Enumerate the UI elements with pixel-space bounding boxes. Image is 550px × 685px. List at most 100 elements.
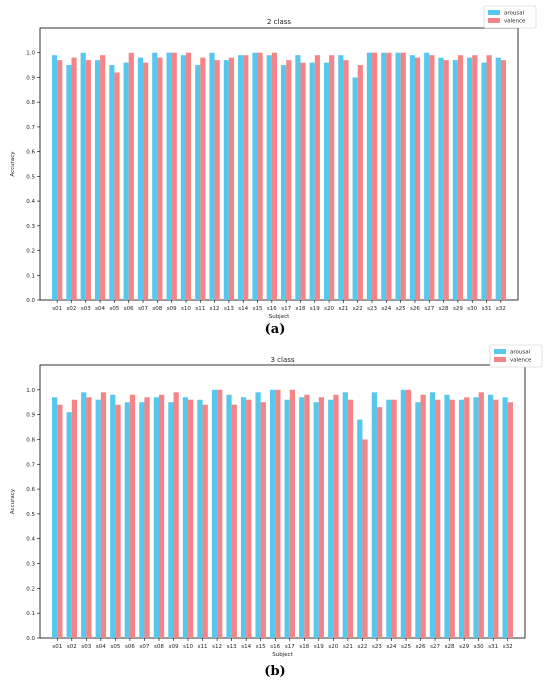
x-tick-label: s05: [110, 644, 120, 650]
x-tick-label: s18: [296, 306, 306, 312]
y-axis-label: Accuracy: [10, 151, 16, 177]
bar-arousal-s05: [109, 65, 115, 300]
x-tick-label: s10: [181, 306, 191, 312]
bar-arousal-s25: [400, 389, 407, 638]
x-tick-label: s19: [310, 306, 320, 312]
bar-valence-s32: [500, 60, 506, 301]
chart-panel-a: 2 class 0.0 0.1 0.2 0.3 0.4 0.5 0.6 0.7 0.8 0.9 1.0…: [10, 5, 537, 320]
bar-valence-s08: [157, 57, 163, 300]
bar-valence-s12: [214, 60, 220, 301]
legend-box: [483, 5, 537, 29]
bar-arousal-s09: [166, 52, 172, 301]
x-tick-label: s04: [96, 644, 106, 650]
y-tick-label: 0.7: [26, 462, 35, 468]
x-tick-label: s24: [381, 306, 391, 312]
x-tick-label: s31: [482, 306, 492, 312]
x-tick-label: s12: [210, 306, 220, 312]
x-tick-label: s20: [324, 306, 334, 312]
bar-arousal-s25: [395, 52, 401, 301]
bar-valence-s16: [275, 389, 281, 638]
chart-title: 3 class: [270, 356, 294, 364]
y-tick-label: 0.8: [26, 100, 35, 106]
y-tick-label: 0.7: [26, 125, 35, 131]
y-tick-label: 0.2: [26, 249, 35, 255]
y-axis-label: Accuracy: [10, 488, 16, 514]
bar-arousal-s28: [444, 394, 450, 638]
x-tick-label: s22: [357, 644, 367, 650]
x-tick-label: s01: [52, 644, 62, 650]
bar-arousal-s17: [281, 65, 287, 300]
legend-label-arousal: arousal: [510, 350, 531, 356]
bar-valence-s17: [289, 389, 295, 638]
bar-arousal-s30: [467, 57, 473, 300]
bar-arousal-s19: [309, 62, 315, 301]
bar-valence-s06: [129, 394, 136, 638]
x-tick-label: s12: [212, 644, 222, 650]
x-tick-label: s19: [314, 644, 324, 650]
bar-arousal-s13: [226, 394, 232, 638]
bar-valence-s09: [173, 392, 179, 638]
bar-arousal-s26: [415, 402, 421, 638]
y-tick-label: 0.1: [26, 273, 35, 279]
y-tick-label: 0.6: [26, 150, 35, 156]
bar-valence-s02: [71, 57, 77, 300]
x-tick-label: s29: [459, 644, 469, 650]
x-tick-label: s08: [154, 644, 164, 650]
bar-arousal-s10: [182, 397, 189, 638]
x-tick-label: s21: [338, 306, 348, 312]
bar-arousal-s31: [481, 62, 487, 301]
x-tick-label: s10: [183, 644, 193, 650]
bar-arousal-s24: [386, 399, 392, 638]
x-tick-label: s17: [285, 644, 295, 650]
x-tick-label: s28: [445, 644, 455, 650]
bar-arousal-s08: [152, 52, 158, 301]
x-tick-label: s06: [125, 644, 135, 650]
bar-valence-s13: [228, 57, 235, 300]
bar-valence-s07: [144, 397, 150, 638]
bar-valence-s04: [100, 55, 106, 301]
bar-valence-s23: [372, 52, 378, 301]
x-axis-label: Subject: [269, 314, 290, 320]
x-tick-label: s16: [267, 306, 277, 312]
y-tick-label: 0.6: [26, 487, 35, 493]
x-tick-label: s02: [67, 306, 77, 312]
bar-arousal-s16: [266, 55, 272, 301]
bar-valence-s01: [57, 60, 63, 301]
plot-frame: [39, 27, 519, 301]
bar-valence-s25: [400, 52, 406, 301]
bar-arousal-s29: [458, 399, 465, 638]
bar-arousal-s06: [123, 62, 129, 301]
x-tick-label: s15: [256, 644, 266, 650]
plot-frame: [39, 364, 526, 639]
x-tick-label: s21: [343, 644, 353, 650]
bar-arousal-s15: [255, 392, 261, 638]
x-tick-label: s25: [396, 306, 406, 312]
caption-b-text: (b): [264, 664, 286, 679]
x-tick-label: s28: [439, 306, 449, 312]
bar-arousal-s09: [168, 402, 174, 638]
x-axis-label: Subject: [272, 652, 293, 658]
bar-valence-s23: [376, 407, 383, 638]
bar-arousal-s32: [495, 57, 501, 300]
bar-valence-s15: [257, 52, 263, 301]
bar-valence-s21: [347, 399, 354, 638]
x-tick-label: s26: [410, 306, 420, 312]
bar-valence-s21: [343, 60, 349, 301]
x-tick-label: s01: [52, 306, 62, 312]
bar-arousal-s03: [80, 52, 86, 301]
bar-valence-s22: [362, 439, 368, 638]
bar-valence-s20: [329, 55, 335, 301]
bar-valence-s10: [188, 399, 194, 638]
x-tick-label: s09: [167, 306, 177, 312]
legend-swatch-valence: [494, 357, 506, 362]
bar-valence-s31: [486, 55, 492, 301]
bar-arousal-s21: [338, 55, 344, 301]
legend-label-valence: valence: [510, 358, 532, 364]
bar-valence-s06: [128, 52, 134, 301]
y-tick-label: 0.4: [26, 537, 35, 543]
bar-arousal-s20: [328, 399, 334, 638]
bar-arousal-s04: [95, 399, 101, 638]
bar-arousal-s02: [66, 65, 72, 300]
x-tick-label: s02: [67, 644, 77, 650]
bar-valence-s19: [314, 55, 320, 301]
